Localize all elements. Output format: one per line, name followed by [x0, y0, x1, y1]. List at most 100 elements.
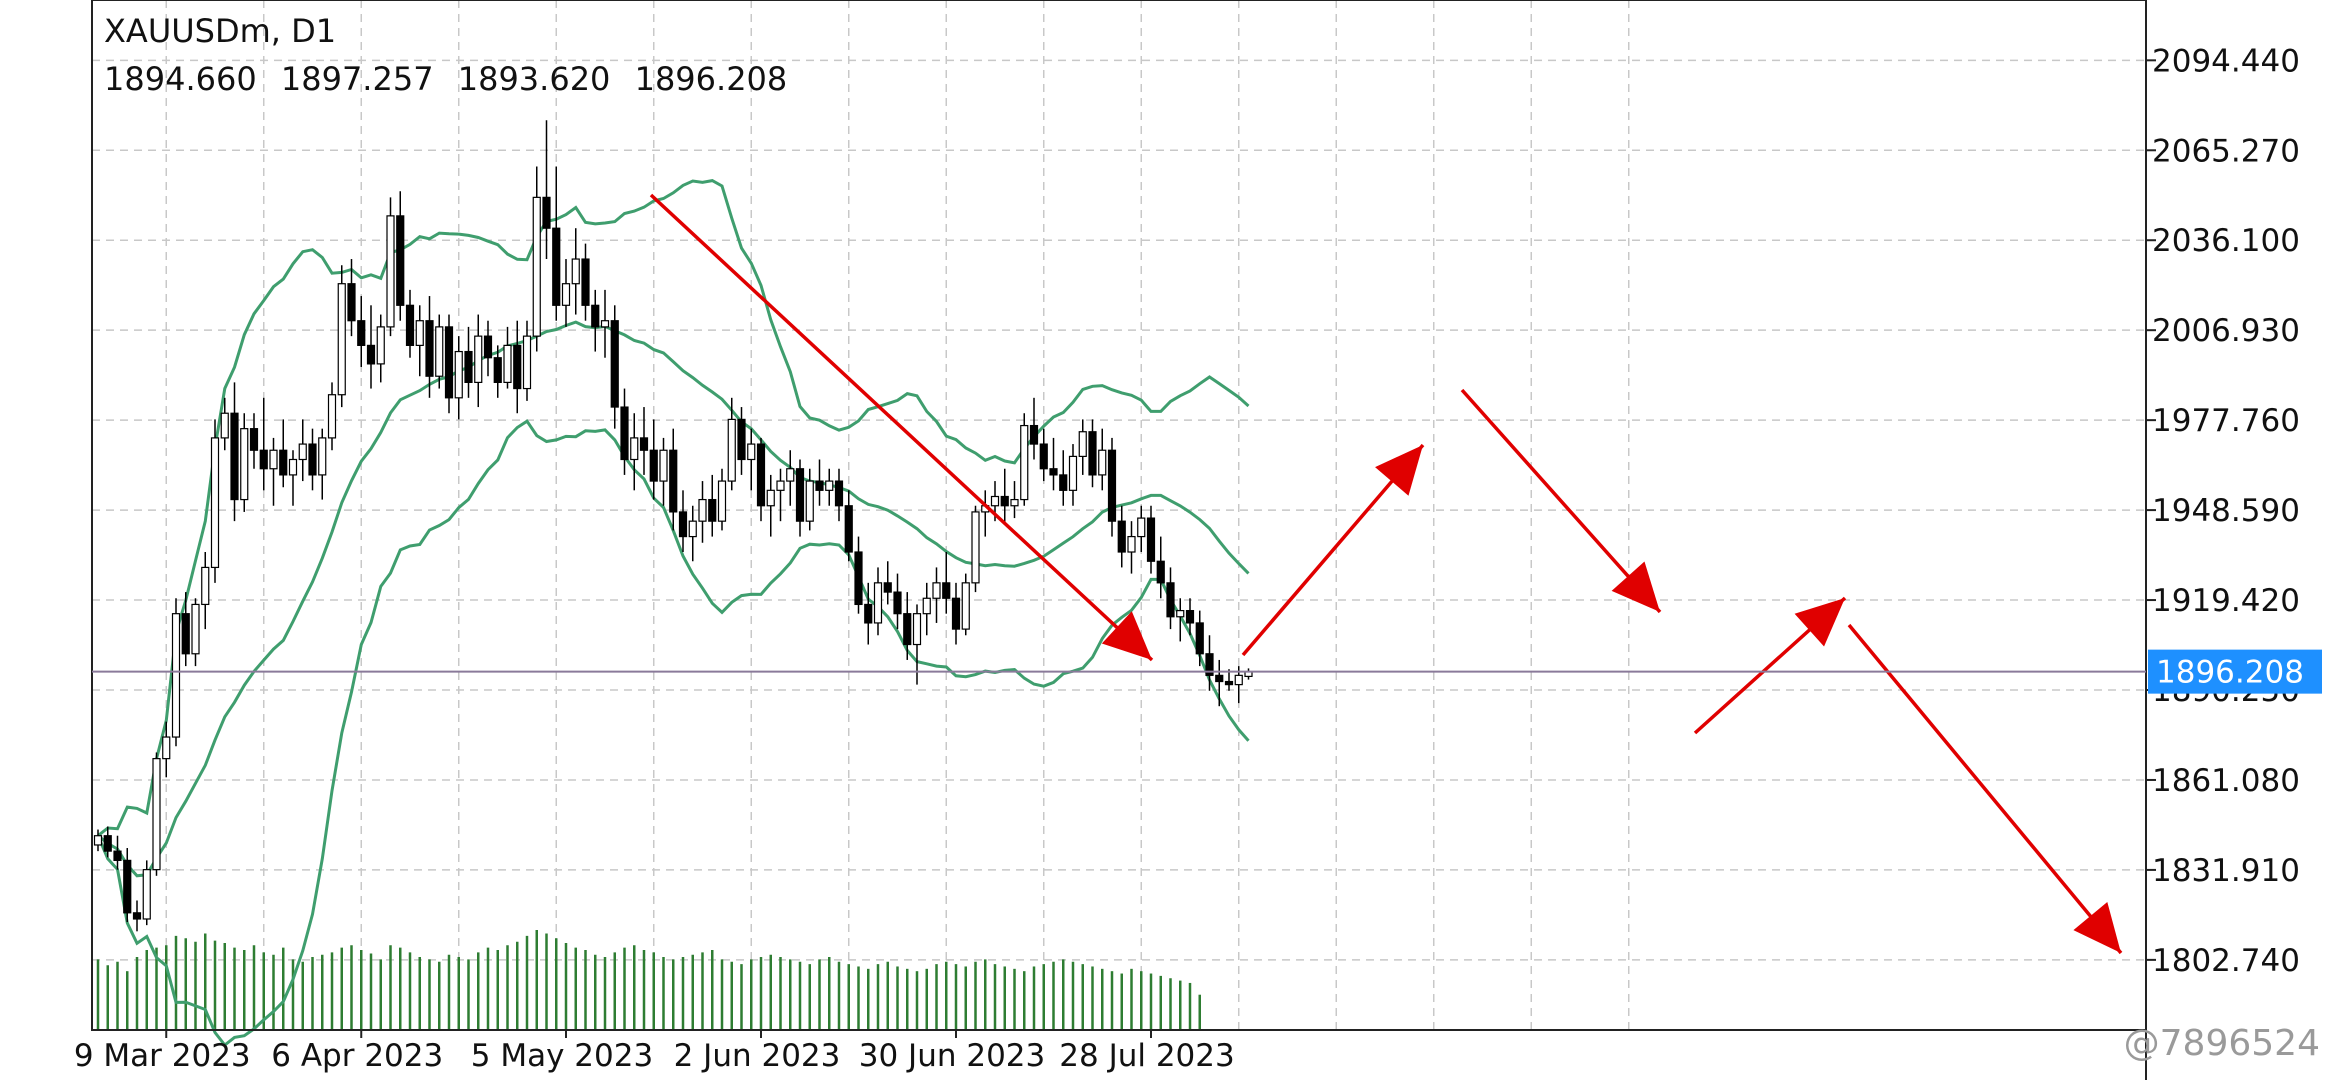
- candle-body: [1098, 449, 1107, 476]
- candle-body: [1166, 582, 1175, 618]
- candle-body: [366, 344, 376, 365]
- candle-body: [1195, 622, 1204, 655]
- grid: [92, 0, 2146, 1030]
- candle-body: [1029, 424, 1039, 445]
- candle-body: [717, 480, 727, 522]
- candle-body: [659, 449, 668, 482]
- candle-body: [1049, 468, 1058, 476]
- current-price-badge: [2148, 649, 2322, 694]
- candle-body: [591, 304, 600, 328]
- candle-body: [1020, 424, 1029, 501]
- candle-body: [893, 591, 902, 615]
- arrow-down-3-shaft: [1847, 623, 2123, 955]
- candle-body: [386, 215, 395, 328]
- candle-body: [747, 443, 756, 461]
- candle-body: [1205, 653, 1214, 676]
- y-tick-label: 1861.080: [2152, 763, 2300, 799]
- candle-body: [113, 850, 122, 861]
- candle-body: [152, 758, 161, 871]
- candle-body: [191, 603, 200, 655]
- candle-body: [337, 283, 346, 396]
- candle-body: [815, 480, 824, 491]
- arrow-down-1-shaft: [649, 193, 1154, 662]
- candle-body: [103, 835, 112, 852]
- candle-body: [1127, 535, 1136, 553]
- y-tick-label: 1919.420: [2152, 583, 2300, 619]
- x-tick-label: 30 Jun 2023: [859, 1038, 1045, 1074]
- candle-body: [1137, 517, 1146, 538]
- candle-body: [93, 835, 103, 846]
- candle-body: [961, 582, 970, 630]
- candle-body: [464, 350, 473, 383]
- candle-body: [279, 449, 288, 476]
- candle-body: [415, 320, 424, 346]
- candle-body: [912, 613, 922, 646]
- candle-body: [776, 480, 785, 491]
- candle-body: [327, 394, 337, 439]
- candle-body: [620, 406, 629, 461]
- candle-body: [318, 437, 327, 476]
- candle-body: [142, 869, 151, 920]
- candle-body: [288, 458, 298, 476]
- bollinger-bands: [96, 179, 1250, 1048]
- candle-body: [376, 326, 385, 365]
- candle-body: [162, 736, 171, 760]
- candle-body: [727, 418, 736, 482]
- y-tick-label: 2036.100: [2152, 223, 2300, 259]
- candle-body: [230, 412, 239, 501]
- candle-body: [571, 258, 580, 285]
- candle-body: [932, 582, 941, 599]
- candle-body: [483, 335, 493, 359]
- candle-body: [766, 489, 775, 507]
- candle-body: [756, 443, 766, 507]
- candle-body: [639, 437, 649, 451]
- candle-body: [1224, 680, 1234, 686]
- candle-body: [581, 258, 590, 306]
- candle-body: [1000, 495, 1009, 507]
- arrow-down-1-head: [1101, 611, 1152, 660]
- candle-body: [444, 326, 454, 399]
- x-tick-label: 2 Jun 2023: [674, 1038, 841, 1074]
- x-tick-label: 6 Apr 2023: [271, 1038, 443, 1074]
- candle-body: [708, 498, 717, 522]
- candle-body: [786, 468, 795, 482]
- y-tick-label: 1977.760: [2152, 403, 2300, 439]
- candle-body: [123, 859, 132, 914]
- axes: 2094.440 2065.270 2036.100 2006.930 1977.760…: [74, 0, 2300, 1080]
- volume-bars: [96, 930, 1201, 1030]
- arrow-down-3-head: [2073, 902, 2121, 953]
- candle-body: [1185, 609, 1195, 624]
- candle-body: [1215, 674, 1224, 683]
- candle-body: [210, 437, 220, 569]
- arrow-down-2-shaft: [1460, 388, 1662, 614]
- candle-body: [522, 335, 532, 390]
- candle-body: [1107, 449, 1117, 522]
- candle-body: [942, 582, 951, 599]
- bollinger-lower: [96, 419, 1250, 1048]
- candle-body: [1156, 560, 1165, 584]
- plot-frame: [91, 0, 2147, 1031]
- candle-body: [542, 196, 551, 229]
- candle-body: [1088, 431, 1097, 476]
- y-tick-label: 2094.440: [2152, 43, 2300, 79]
- bollinger-middle: [97, 320, 1250, 878]
- current-price-label: 1896.208: [2148, 649, 2322, 694]
- candle-body: [825, 480, 834, 491]
- candle-body: [503, 344, 512, 383]
- arrow-up-1-head: [1375, 445, 1423, 496]
- candle-body: [805, 480, 814, 522]
- candle-body: [1068, 455, 1078, 491]
- candle-body: [425, 320, 434, 377]
- candle-body: [864, 603, 873, 624]
- candle-body: [1117, 520, 1126, 553]
- candle-body: [678, 511, 688, 538]
- x-tick-label: 9 Mar 2023: [74, 1038, 251, 1074]
- candle-body: [610, 320, 619, 408]
- arrow-up-2-head: [1794, 598, 1845, 647]
- candle-body: [844, 505, 853, 553]
- candle-body: [171, 613, 181, 738]
- ohlc-low: 1893.620: [457, 60, 611, 98]
- candle-body: [308, 443, 317, 476]
- candle-body: [630, 437, 639, 461]
